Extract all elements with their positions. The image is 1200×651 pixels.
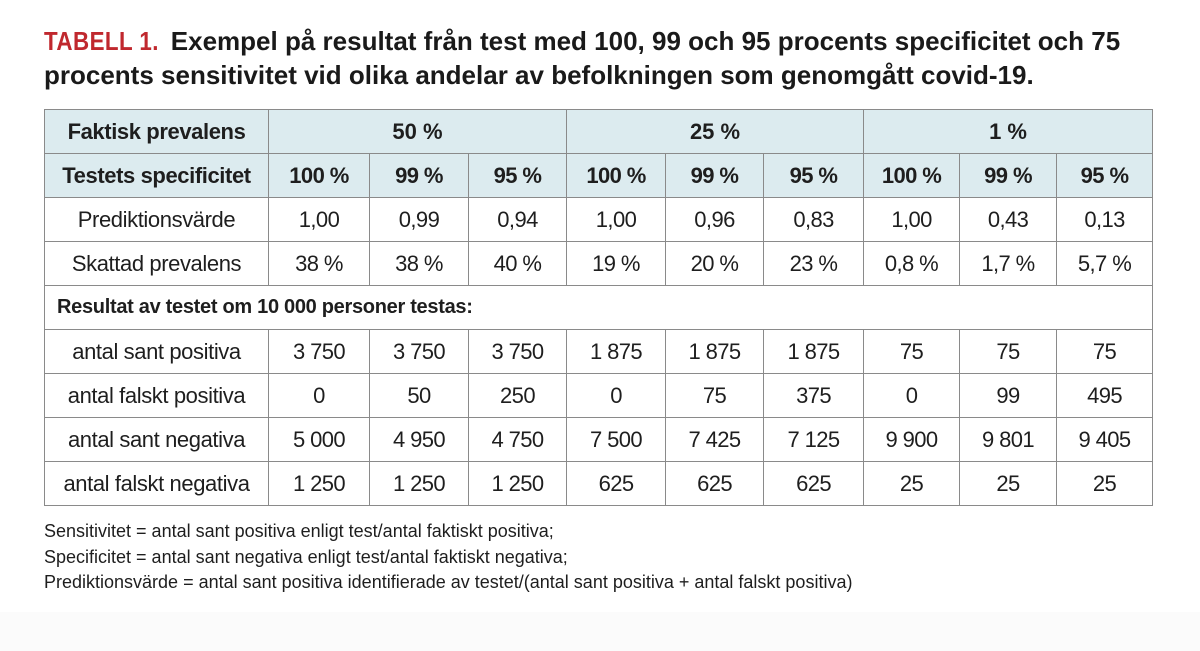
specificity-cell: 100 % xyxy=(566,153,667,198)
value-cell: 625 xyxy=(763,461,865,506)
value-cell: 25 xyxy=(959,461,1058,506)
specificity-cell: 100 % xyxy=(863,153,961,198)
table-row: antal falskt negativa 1 250 1 250 1 250 625 6… xyxy=(44,461,1154,506)
value-cell: 9 405 xyxy=(1056,417,1154,462)
value-cell: 0,83 xyxy=(763,197,865,242)
value-cell: 0 xyxy=(863,373,961,418)
value-cell: 7 425 xyxy=(665,417,765,462)
value-cell: 0,13 xyxy=(1056,197,1154,242)
value-cell: 4 750 xyxy=(467,417,568,462)
footnote-predictive-value: Prediktionsvärde = antal sant positiva i… xyxy=(44,572,853,592)
table-row: Skattad prevalens 38 % 38 % 40 % 19 % 20 % 23 … xyxy=(44,241,1154,286)
value-cell: 1,00 xyxy=(863,197,961,242)
value-cell: 0,8 % xyxy=(863,241,961,286)
value-cell: 23 % xyxy=(763,241,865,286)
value-cell: 75 xyxy=(665,373,765,418)
value-cell: 1 875 xyxy=(665,329,765,374)
value-cell: 0 xyxy=(268,373,370,418)
section-label: Resultat av testet om 10 000 personer te… xyxy=(43,285,1154,330)
value-cell: 3 750 xyxy=(467,329,568,374)
footnote-sensitivity: Sensitivitet = antal sant positiva enlig… xyxy=(44,521,554,541)
value-cell: 20 % xyxy=(665,241,765,286)
specificity-cell: 99 % xyxy=(959,153,1058,198)
value-cell: 75 xyxy=(1056,329,1154,374)
value-cell: 9 801 xyxy=(959,417,1058,462)
footnotes: Sensitivitet = antal sant positiva enlig… xyxy=(44,519,1164,596)
row-label: antal falskt positiva xyxy=(44,373,269,418)
prevalence-group-1: 1 % xyxy=(863,109,1154,154)
value-cell: 0,43 xyxy=(959,197,1058,242)
caption-label: TABELL 1. xyxy=(44,26,159,56)
value-cell: 3 750 xyxy=(268,329,370,374)
caption-text: Exempel på resultat från test med 100, 9… xyxy=(44,26,1121,90)
prevalence-header-row: Faktisk prevalens 50 % 25 % 1 % xyxy=(44,109,1154,154)
value-cell: 19 % xyxy=(566,241,667,286)
value-cell: 0 xyxy=(566,373,667,418)
table-row: antal sant positiva 3 750 3 750 3 750 1 875 1… xyxy=(44,329,1154,374)
value-cell: 0,94 xyxy=(467,197,568,242)
specificity-cell: 99 % xyxy=(665,153,765,198)
value-cell: 1 250 xyxy=(268,461,370,506)
value-cell: 38 % xyxy=(268,241,370,286)
value-cell: 7 125 xyxy=(763,417,865,462)
value-cell: 1 250 xyxy=(467,461,568,506)
value-cell: 4 950 xyxy=(369,417,469,462)
value-cell: 38 % xyxy=(369,241,469,286)
value-cell: 1,7 % xyxy=(959,241,1058,286)
value-cell: 5,7 % xyxy=(1056,241,1154,286)
value-cell: 25 xyxy=(863,461,961,506)
page-bottom-band xyxy=(0,612,1200,651)
table-row: antal sant negativa 5 000 4 950 4 750 7 500 7… xyxy=(44,417,1154,462)
row-label: Prediktionsvärde xyxy=(44,197,269,242)
value-cell: 625 xyxy=(665,461,765,506)
value-cell: 1 875 xyxy=(763,329,865,374)
value-cell: 495 xyxy=(1056,373,1154,418)
specificity-cell: 95 % xyxy=(1056,153,1154,198)
value-cell: 625 xyxy=(566,461,667,506)
specificity-cell: 99 % xyxy=(369,153,469,198)
value-cell: 50 xyxy=(369,373,469,418)
row-label: Skattad prevalens xyxy=(44,241,269,286)
value-cell: 7 500 xyxy=(566,417,667,462)
row-label: antal sant positiva xyxy=(44,329,269,374)
value-cell: 9 900 xyxy=(863,417,961,462)
value-cell: 1 875 xyxy=(566,329,667,374)
specificity-label: Testets specificitet xyxy=(44,153,269,198)
footnote-specificity: Specificitet = antal sant negativa enlig… xyxy=(44,546,568,567)
value-cell: 1,00 xyxy=(566,197,667,242)
value-cell: 0,96 xyxy=(665,197,765,242)
row-label: antal sant negativa xyxy=(44,417,269,462)
specificity-cell: 95 % xyxy=(467,153,568,198)
specificity-cell: 95 % xyxy=(763,153,865,198)
value-cell: 75 xyxy=(959,329,1058,374)
value-cell: 1 250 xyxy=(369,461,469,506)
value-cell: 375 xyxy=(763,373,865,418)
value-cell: 40 % xyxy=(467,241,568,286)
value-cell: 75 xyxy=(863,329,961,374)
value-cell: 5 000 xyxy=(268,417,370,462)
table-row: Prediktionsvärde 1,00 0,99 0,94 1,00 0,96 0,83… xyxy=(44,197,1154,242)
prevalence-group-25: 25 % xyxy=(566,109,865,154)
value-cell: 25 xyxy=(1056,461,1154,506)
table-caption: TABELL 1. Exempel på resultat från test … xyxy=(44,24,1164,92)
specificity-cell: 100 % xyxy=(268,153,370,198)
specificity-header-row: Testets specificitet 100 % 99 % 95 % 100 % 99… xyxy=(44,153,1154,198)
value-cell: 250 xyxy=(467,373,568,418)
value-cell: 0,99 xyxy=(369,197,469,242)
row-label: antal falskt negativa xyxy=(44,461,269,506)
prevalence-group-50: 50 % xyxy=(267,109,568,154)
table-row: antal falskt positiva 0 50 250 0 75 375 0 99 495 xyxy=(44,373,1154,418)
value-cell: 99 xyxy=(959,373,1058,418)
table-body: Faktisk prevalens 50 % 25 % 1 % Testets … xyxy=(43,109,1154,506)
value-cell: 3 750 xyxy=(369,329,469,374)
section-row: Resultat av testet om 10 000 personer te… xyxy=(43,285,1154,330)
data-table: Faktisk prevalens 50 % 25 % 1 % Testets … xyxy=(43,109,1154,506)
prevalence-label: Faktisk prevalens xyxy=(44,109,269,154)
value-cell: 1,00 xyxy=(268,197,370,242)
